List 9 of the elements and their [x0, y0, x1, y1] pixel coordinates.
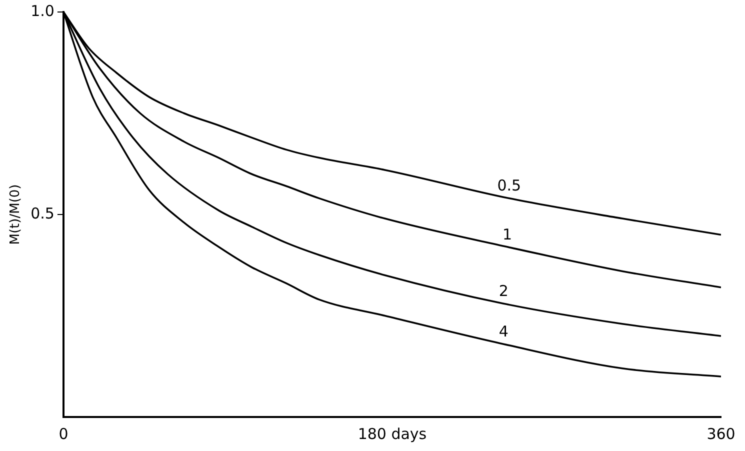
series-label: 4: [498, 322, 508, 340]
x-tick-label: 360: [706, 424, 736, 443]
y-axis-title: M(t)/M(0): [8, 184, 24, 245]
x-tick-label: 0: [58, 424, 68, 443]
series-label: 1: [502, 225, 512, 244]
series-label: 2: [498, 282, 508, 300]
x-tick-label: 180 days: [358, 424, 427, 443]
series-label: 0.5: [497, 176, 522, 195]
y-tick-label: 1.0: [30, 2, 54, 20]
